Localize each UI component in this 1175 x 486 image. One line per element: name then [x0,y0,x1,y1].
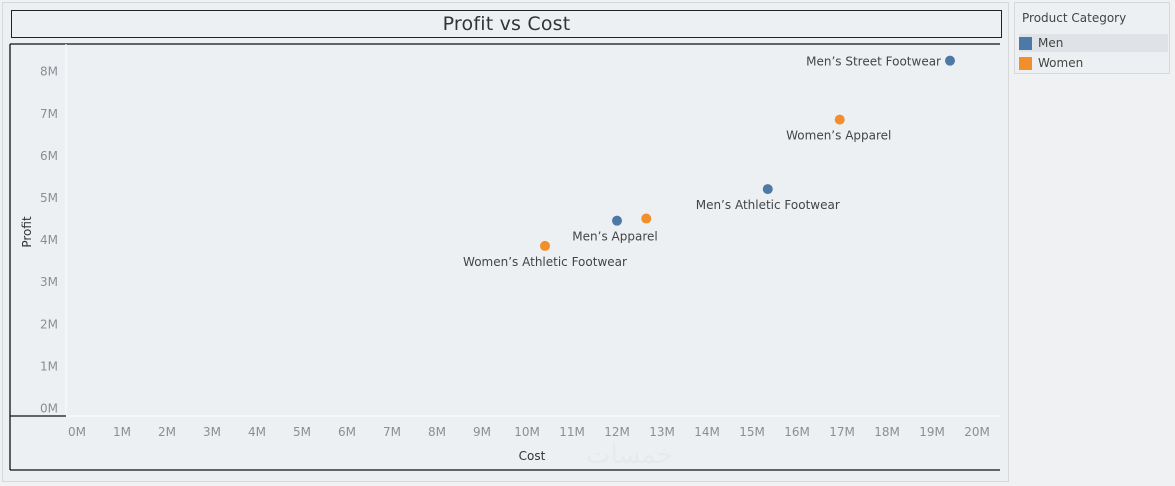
x-tick-label: 8M [428,425,446,439]
x-axis-label: Cost [519,449,546,463]
x-tick-label: 11M [559,425,585,439]
x-tick-label: 20M [964,425,990,439]
chart-title-box: Profit vs Cost [11,10,1002,38]
y-tick-label: 4M [40,233,58,247]
x-tick-label: 17M [829,425,855,439]
y-tick-label: 0M [40,402,58,416]
x-tick-label: 2M [158,425,176,439]
data-label: Men’s Apparel [572,230,657,244]
y-axis-label: Profit [20,216,34,248]
x-tick-label: 19M [919,425,945,439]
x-tick-label: 4M [248,425,266,439]
x-tick-label: 7M [383,425,401,439]
y-tick-label: 7M [40,107,58,121]
data-point-women [641,213,652,224]
legend-swatch-women [1019,56,1032,70]
x-tick-label: 14M [694,425,720,439]
data-label: Women’s Apparel [786,129,891,143]
watermark: خمسات [586,440,673,470]
y-tick-label: 3M [40,275,58,289]
legend-item-women[interactable]: Women [1019,54,1083,72]
y-tick-label: 2M [40,317,58,331]
x-tick-label: 9M [473,425,491,439]
legend-label-women: Women [1038,56,1084,70]
x-tick-label: 5M [293,425,311,439]
data-point-men [945,55,955,66]
x-tick-label: 15M [739,425,765,439]
data-point-men [612,215,622,226]
legend: Product Category Men Women [1014,2,1170,74]
y-tick-label: 5M [40,191,58,205]
data-point-women [834,114,845,125]
x-tick-label: 18M [874,425,900,439]
y-tick-label: 8M [40,65,58,79]
chart-sheet: Profit vs Cost [2,2,1009,482]
data-label: Women’s Athletic Footwear [463,255,627,269]
y-tick-label: 1M [40,359,58,373]
x-tick-label: 10M [514,425,540,439]
scatter-plot: 0M 1M 2M 3M 4M 5M 6M 7M 8M 0M 1M 2M 3M 4M 5M 6M 7M 8M 9M 10… [9,43,1000,471]
legend-label-men: Men [1038,36,1064,50]
x-tick-label: 12M [604,425,630,439]
data-label: Men’s Athletic Footwear [696,198,840,212]
y-tick-label: 6M [40,149,58,163]
x-tick-label: 3M [203,425,221,439]
x-tick-label: 1M [113,425,131,439]
data-label: Men’s Street Footwear [806,55,941,69]
legend-title: Product Category [1022,11,1127,25]
legend-swatch-men [1019,36,1032,50]
x-tick-label: 6M [338,425,356,439]
data-point-men [762,184,773,195]
x-tick-label: 16M [784,425,810,439]
x-tick-label: 13M [649,425,675,439]
legend-item-men[interactable]: Men [1019,34,1168,52]
chart-title: Profit vs Cost [442,13,571,35]
data-point-women [540,240,550,251]
x-tick-label: 0M [68,425,86,439]
